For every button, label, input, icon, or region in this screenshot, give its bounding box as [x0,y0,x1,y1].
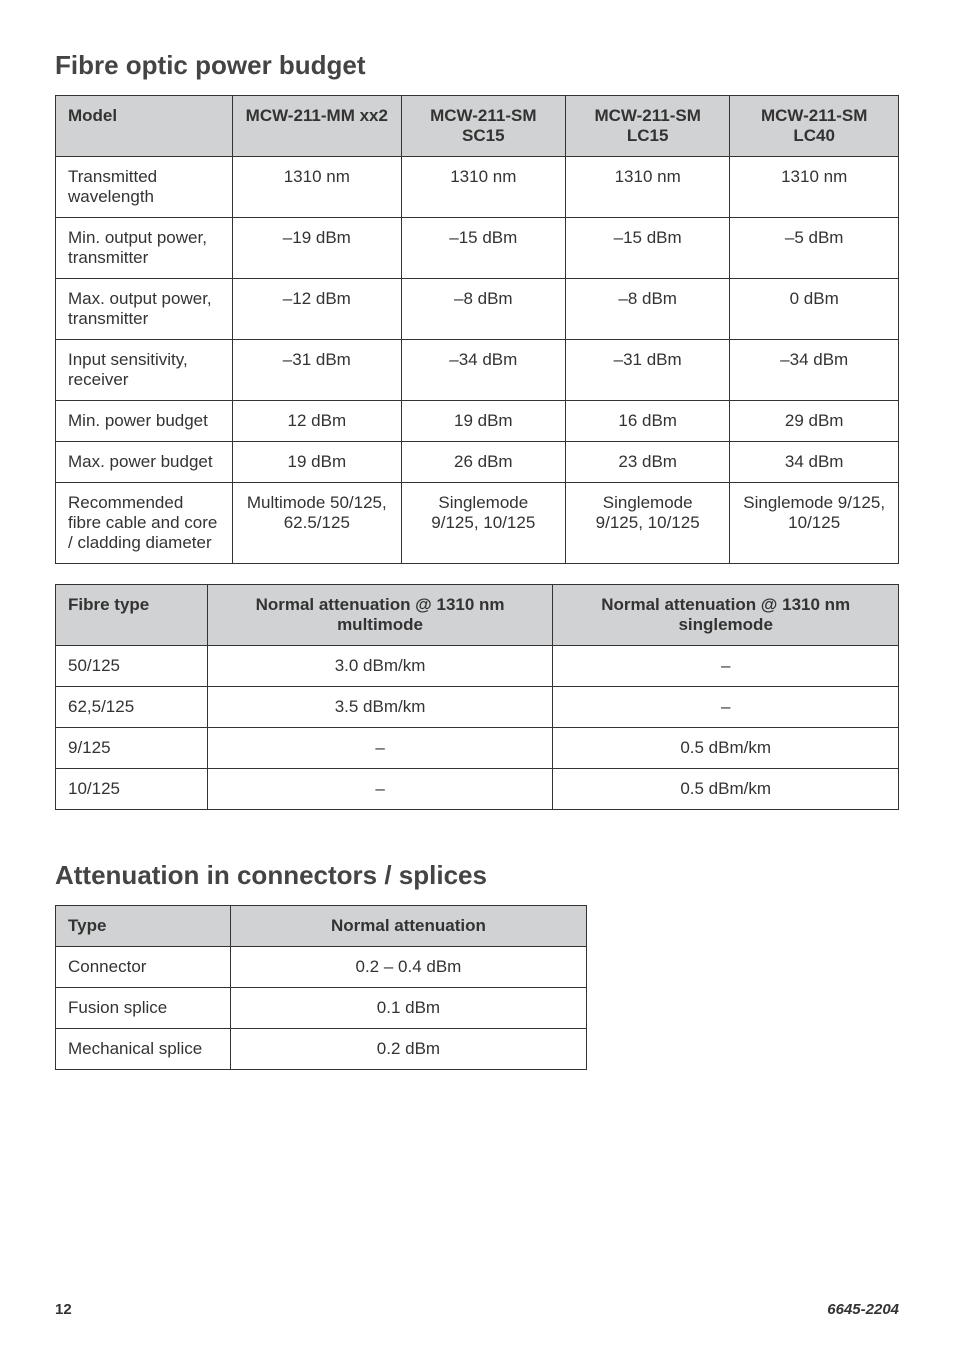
table-cell: 9/125 [56,728,208,769]
table-cell: Max. power budget [56,442,233,483]
table-cell: – [553,687,899,728]
table-header-row: Model MCW-211-MM xx2 MCW-211-SM SC15 MCW… [56,96,899,157]
table-cell: Min. power budget [56,401,233,442]
table-cell: 12 dBm [233,401,402,442]
page-footer: 12 6645-2204 [55,1301,899,1318]
table-row: Transmitted wavelength1310 nm1310 nm1310… [56,157,899,218]
table-cell: – [207,728,553,769]
table-header-row: Type Normal attenuation [56,906,587,947]
table-cell: Min. output power, transmitter [56,218,233,279]
table-cell: 0.2 dBm [231,1029,587,1070]
table-cell: 26 dBm [401,442,565,483]
fibre-type-table: Fibre type Normal attenuation @ 1310 nm … [55,584,899,810]
table-cell: Input sensitivity, receiver [56,340,233,401]
table-cell: –34 dBm [401,340,565,401]
table-cell: –31 dBm [233,340,402,401]
table-row: Min. power budget12 dBm19 dBm16 dBm29 dB… [56,401,899,442]
attenuation-table: Type Normal attenuation Connector0.2 – 0… [55,905,587,1070]
table-cell: 1310 nm [401,157,565,218]
table-row: 10/125–0.5 dBm/km [56,769,899,810]
table-cell: Singlemode 9/125, 10/125 [730,483,899,564]
table-cell: 0.5 dBm/km [553,728,899,769]
table-cell: 50/125 [56,646,208,687]
table-cell: –15 dBm [401,218,565,279]
table-cell: 0.5 dBm/km [553,769,899,810]
table-cell: –34 dBm [730,340,899,401]
table-row: Connector0.2 – 0.4 dBm [56,947,587,988]
table-cell: 34 dBm [730,442,899,483]
table-cell: –15 dBm [565,218,729,279]
table-cell: – [207,769,553,810]
table-cell: 29 dBm [730,401,899,442]
table-cell: 1310 nm [233,157,402,218]
table-cell: –31 dBm [565,340,729,401]
table-cell: 19 dBm [401,401,565,442]
table-row: Input sensitivity, receiver–31 dBm–34 dB… [56,340,899,401]
table-row: Recommended fibre cable and core / cladd… [56,483,899,564]
table-cell: Fusion splice [56,988,231,1029]
table-row: Min. output power, transmitter–19 dBm–15… [56,218,899,279]
power-budget-table: Model MCW-211-MM xx2 MCW-211-SM SC15 MCW… [55,95,899,564]
table-cell: 3.0 dBm/km [207,646,553,687]
table-row: Max. power budget19 dBm26 dBm23 dBm34 dB… [56,442,899,483]
table-cell: Mechanical splice [56,1029,231,1070]
table-cell: 0.1 dBm [231,988,587,1029]
table-cell: –5 dBm [730,218,899,279]
table-cell: –8 dBm [565,279,729,340]
page-number: 12 [55,1301,72,1318]
table-row: 62,5/1253.5 dBm/km– [56,687,899,728]
table-row: 9/125–0.5 dBm/km [56,728,899,769]
document-number: 6645-2204 [827,1301,899,1318]
table-cell: Connector [56,947,231,988]
table-cell: Max. output power, transmitter [56,279,233,340]
col-header: Type [56,906,231,947]
table-cell: 19 dBm [233,442,402,483]
table-cell: 1310 nm [730,157,899,218]
table-cell: 23 dBm [565,442,729,483]
table-cell: 3.5 dBm/km [207,687,553,728]
table-cell: Recommended fibre cable and core / cladd… [56,483,233,564]
table-cell: 62,5/125 [56,687,208,728]
table-row: Fusion splice0.1 dBm [56,988,587,1029]
col-header: MCW-211-SM LC40 [730,96,899,157]
table-cell: 10/125 [56,769,208,810]
table-cell: 0 dBm [730,279,899,340]
table-cell: Multimode 50/125, 62.5/125 [233,483,402,564]
col-header: MCW-211-SM SC15 [401,96,565,157]
table-row: 50/1253.0 dBm/km– [56,646,899,687]
table-cell: 16 dBm [565,401,729,442]
col-header: Normal attenuation [231,906,587,947]
col-header: Normal attenuation @ 1310 nm multimode [207,585,553,646]
col-header: Fibre type [56,585,208,646]
table-cell: Singlemode 9/125, 10/125 [401,483,565,564]
col-header: MCW-211-MM xx2 [233,96,402,157]
col-header: MCW-211-SM LC15 [565,96,729,157]
table-cell: 0.2 – 0.4 dBm [231,947,587,988]
table-cell: –8 dBm [401,279,565,340]
section1-title: Fibre optic power budget [55,50,899,81]
col-header: Model [56,96,233,157]
table-row: Max. output power, transmitter–12 dBm–8 … [56,279,899,340]
col-header: Normal attenuation @ 1310 nm singlemode [553,585,899,646]
table-cell: – [553,646,899,687]
section3-title: Attenuation in connectors / splices [55,860,899,891]
table-header-row: Fibre type Normal attenuation @ 1310 nm … [56,585,899,646]
table-cell: 1310 nm [565,157,729,218]
table-cell: –19 dBm [233,218,402,279]
table-cell: Transmitted wavelength [56,157,233,218]
table-cell: Singlemode 9/125, 10/125 [565,483,729,564]
table-cell: –12 dBm [233,279,402,340]
table-row: Mechanical splice0.2 dBm [56,1029,587,1070]
